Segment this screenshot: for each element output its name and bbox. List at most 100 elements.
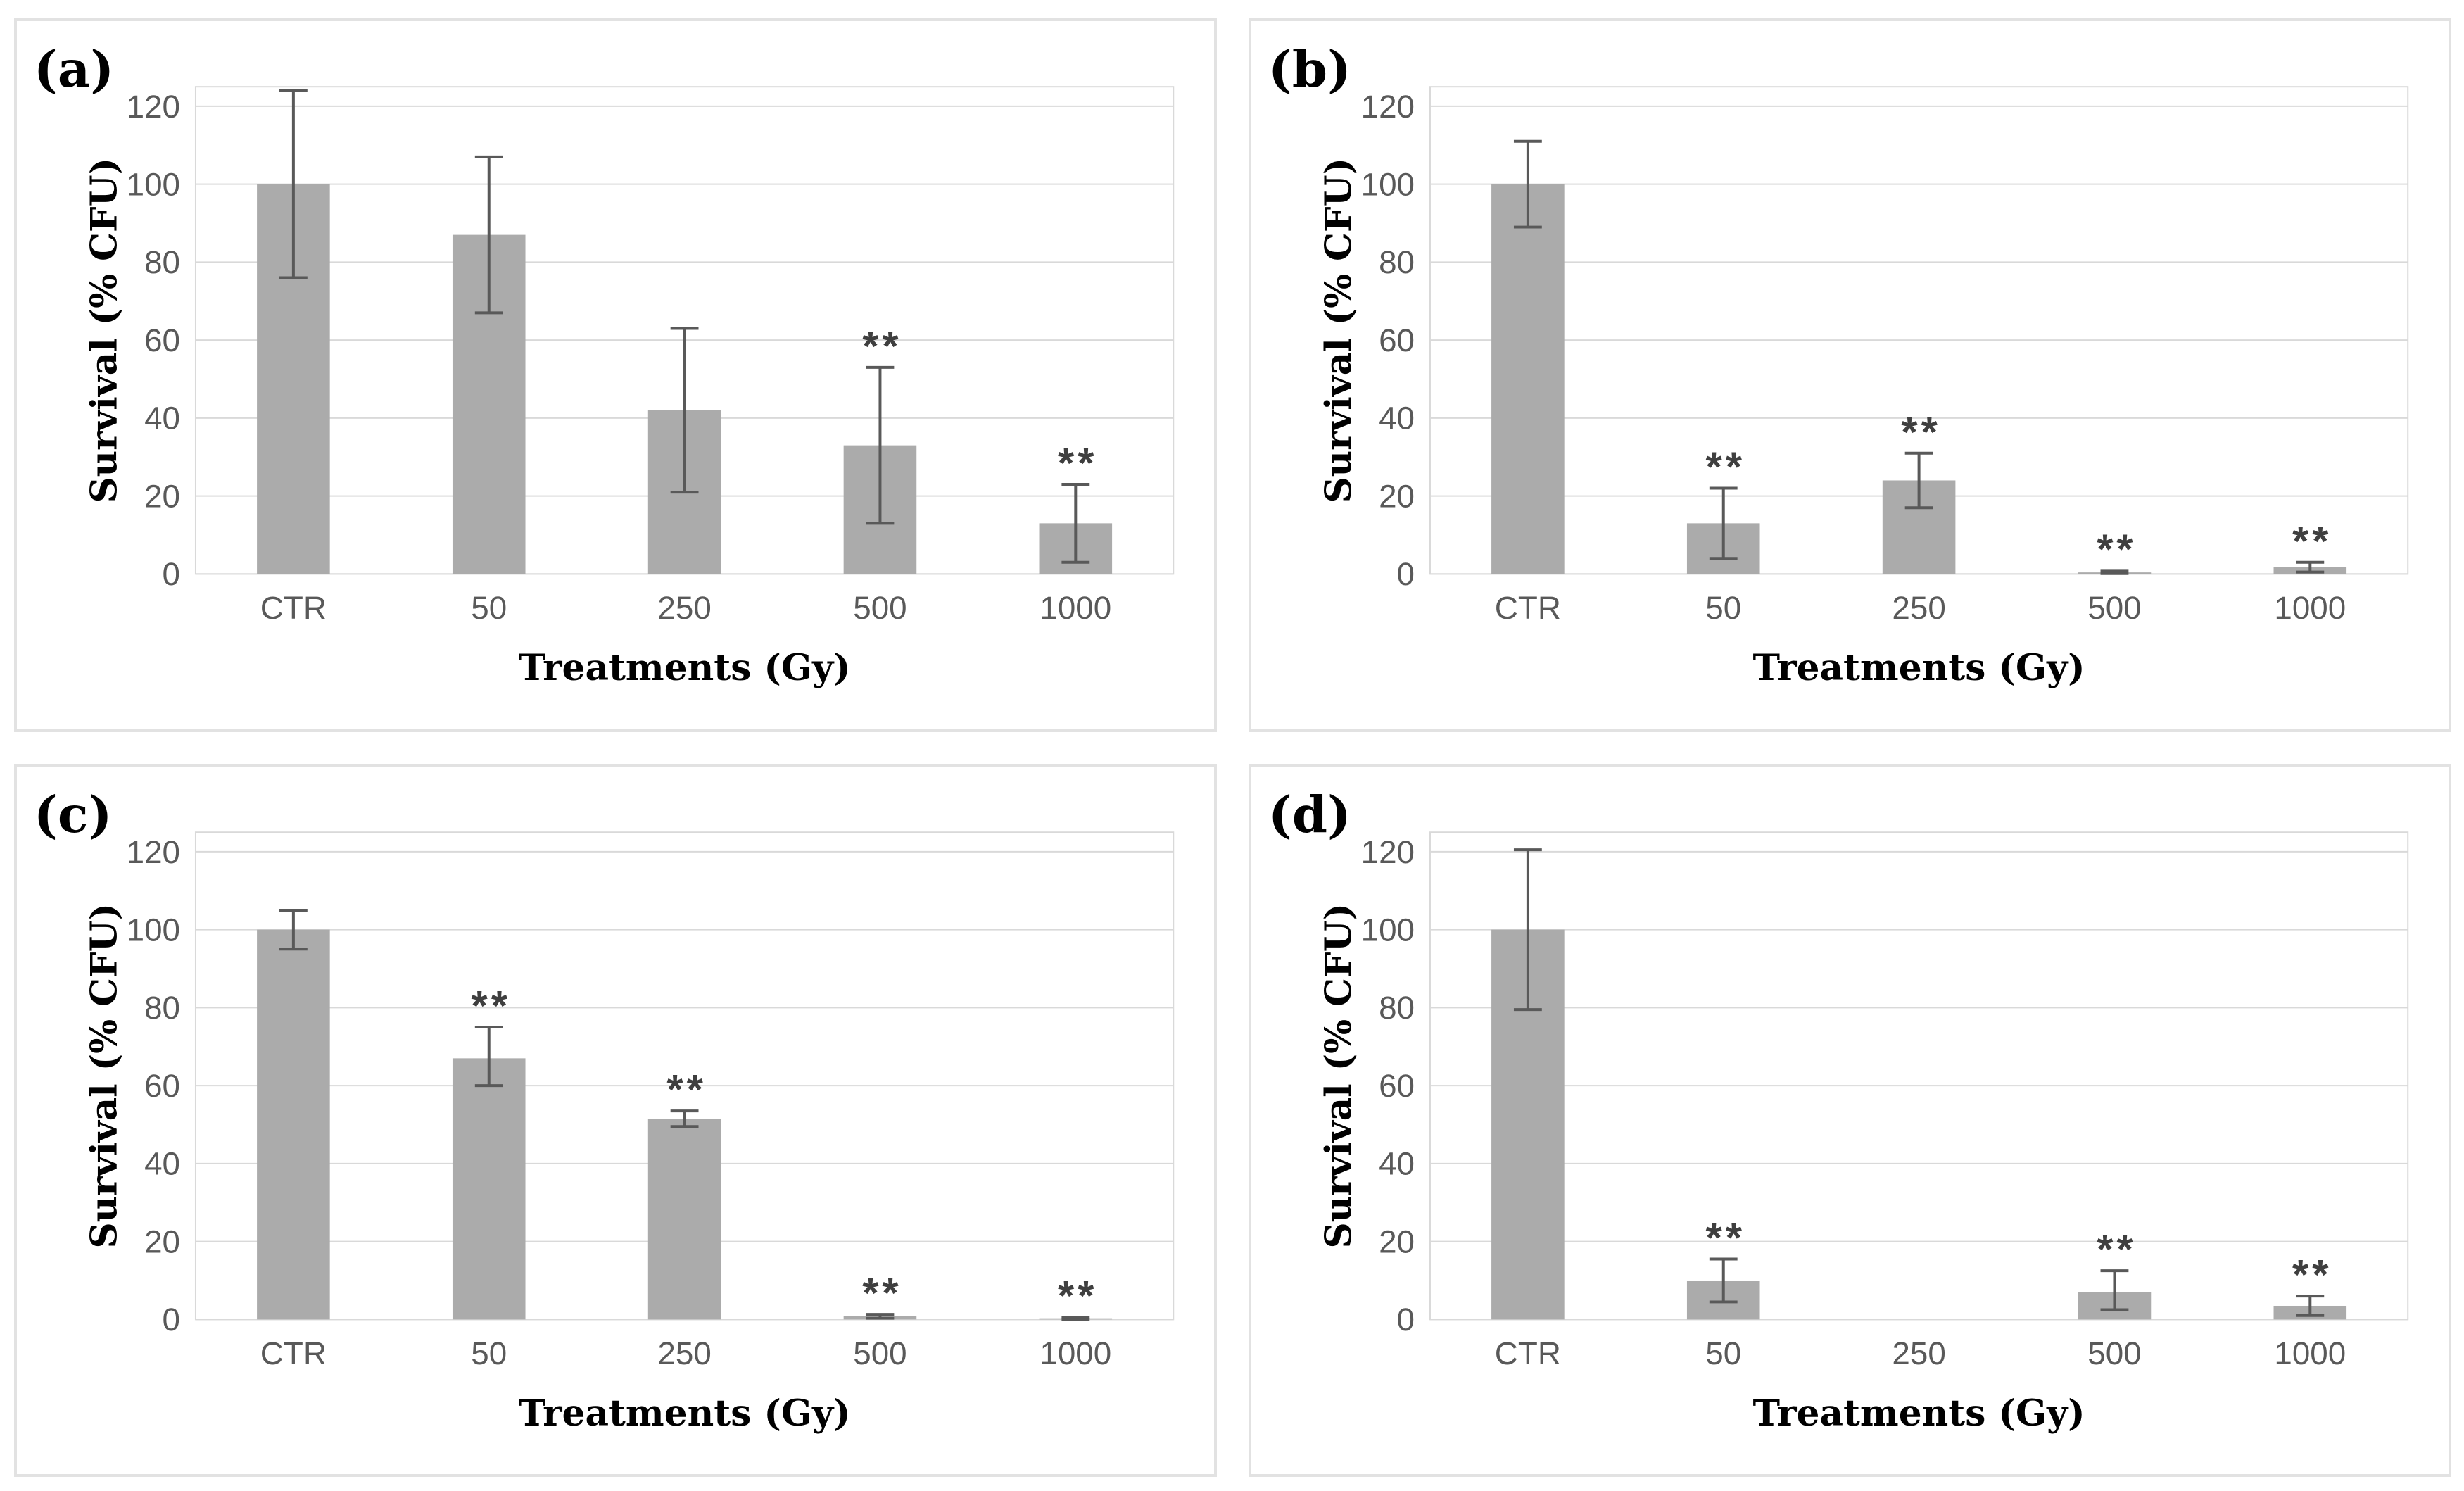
panel-d: CTR ** 50 250 ** 500 ** 1000 0 20 40 60 80 100 120 Trea…	[1249, 763, 2451, 1477]
x-tick-label: CTR	[260, 590, 327, 626]
y-tick-label: 20	[144, 1223, 180, 1259]
y-tick-label: 100	[1361, 912, 1415, 948]
x-axis-title: Treatments (Gy)	[519, 646, 851, 689]
y-tick-label: 60	[144, 1068, 180, 1104]
x-tick-label: 1000	[2274, 590, 2346, 626]
y-tick-label: 40	[1379, 401, 1415, 436]
x-tick-label: 50	[471, 590, 507, 626]
y-tick-label: 80	[144, 990, 180, 1026]
y-tick-label: 100	[127, 912, 180, 948]
significance-marker: **	[1901, 408, 1940, 455]
error-bar	[1513, 139, 1542, 229]
error-bar	[670, 1109, 699, 1128]
y-tick-label: 80	[1379, 244, 1415, 280]
x-tick-label: 250	[1892, 1335, 1945, 1371]
error-bar	[1709, 486, 1738, 560]
x-axis-title: Treatments (Gy)	[1753, 1392, 2085, 1435]
significance-marker: **	[2097, 526, 2136, 573]
significance-marker: **	[862, 322, 902, 370]
x-tick-label: CTR	[1495, 590, 1561, 626]
error-bar	[866, 1312, 895, 1320]
y-tick-label: 0	[1397, 556, 1415, 592]
x-tick-label: CTR	[260, 1335, 327, 1371]
y-tick-label: 120	[127, 833, 180, 869]
error-bar	[279, 908, 308, 950]
error-bar	[1061, 483, 1090, 564]
x-tick-label: 500	[853, 1335, 906, 1371]
error-bar	[1061, 1315, 1090, 1321]
y-tick-label: 60	[144, 322, 180, 358]
y-tick-label: 120	[1361, 833, 1415, 869]
bar-chart: CTR ** 50 250 ** 500 ** 1000 0 20 40 60 80 100 120 Trea…	[1268, 785, 2409, 1435]
x-tick-label: 1000	[1040, 1335, 1111, 1371]
panel-c: CTR ** 50 ** 250 ** 500 ** 1000 0 20 40 60 80 100 120 Tr…	[14, 763, 1217, 1477]
y-tick-label: 20	[144, 479, 180, 515]
y-tick-label: 80	[1379, 990, 1415, 1026]
y-axis-title: Survival (% CFU)	[1317, 903, 1360, 1249]
significance-marker: **	[2292, 517, 2332, 565]
significance-marker: **	[471, 982, 510, 1029]
y-axis-title: Survival (% CFU)	[82, 158, 125, 503]
y-tick-label: 120	[127, 89, 180, 125]
x-tick-label: 500	[2087, 590, 2141, 626]
error-bar	[1513, 848, 1542, 1011]
bar	[1491, 184, 1565, 574]
x-tick-label: 250	[1892, 590, 1945, 626]
panel-letter: (d)	[1268, 785, 1351, 844]
x-tick-label: 1000	[1040, 590, 1111, 626]
x-tick-label: 1000	[2274, 1335, 2346, 1371]
error-bar	[1709, 1257, 1738, 1303]
y-tick-label: 100	[1361, 167, 1415, 203]
x-tick-label: 500	[853, 590, 906, 626]
y-tick-label: 100	[127, 167, 180, 203]
bar	[257, 929, 330, 1319]
error-bar	[2296, 1294, 2325, 1317]
panel-letter: (b)	[1268, 39, 1351, 99]
plot-area	[1429, 831, 2409, 1320]
significance-marker: **	[1705, 443, 1745, 491]
error-bar	[670, 327, 699, 494]
error-bar	[279, 89, 308, 279]
y-tick-label: 120	[1361, 89, 1415, 125]
panel-b: CTR ** 50 ** 250 ** 500 ** 1000 0 20 40 60 80 100 120 Tr…	[1249, 18, 2451, 732]
significance-marker: **	[2292, 1251, 2332, 1298]
significance-marker: **	[666, 1066, 706, 1113]
significance-marker: **	[862, 1269, 902, 1316]
x-tick-label: 250	[657, 1335, 711, 1371]
y-tick-label: 80	[144, 244, 180, 280]
chart-d: CTR ** 50 250 ** 500 ** 1000 0 20 40 60 80 100 120 Trea…	[1251, 767, 2449, 1475]
y-tick-label: 20	[1379, 1223, 1415, 1259]
x-tick-label: 50	[471, 1335, 507, 1371]
significance-marker: **	[2097, 1226, 2136, 1273]
x-axis-title: Treatments (Gy)	[519, 1392, 851, 1435]
y-tick-label: 60	[1379, 322, 1415, 358]
y-axis-title: Survival (% CFU)	[1317, 158, 1360, 503]
y-tick-label: 40	[144, 401, 180, 436]
error-bar	[2296, 560, 2325, 574]
y-tick-label: 40	[1379, 1145, 1415, 1181]
chart-a: CTR 50 250 ** 500 ** 1000 0 20 40 60 80 100 120 Treatm…	[17, 21, 1214, 729]
panel-a: CTR 50 250 ** 500 ** 1000 0 20 40 60 80 100 120 Treatm…	[14, 18, 1217, 732]
error-bar	[866, 365, 895, 525]
y-axis-title: Survival (% CFU)	[82, 903, 125, 1249]
significance-marker: **	[1058, 1272, 1097, 1319]
y-tick-label: 20	[1379, 479, 1415, 515]
significance-marker: **	[1058, 439, 1097, 486]
panel-letter: (c)	[34, 785, 113, 844]
bar	[647, 1118, 721, 1319]
significance-marker: **	[1705, 1214, 1745, 1261]
error-bar	[2100, 569, 2129, 575]
y-tick-label: 0	[1397, 1302, 1415, 1338]
error-bar	[474, 155, 503, 315]
y-tick-label: 0	[163, 1302, 180, 1338]
x-tick-label: 50	[1705, 1335, 1741, 1371]
bar-chart: CTR ** 50 ** 250 ** 500 ** 1000 0 20 40 60 80 100 120 Tr…	[34, 785, 1175, 1435]
error-bar	[2100, 1269, 2129, 1311]
bar	[452, 1057, 526, 1319]
panel-letter: (a)	[34, 39, 114, 99]
x-tick-label: 500	[2087, 1335, 2141, 1371]
bar-chart: CTR 50 250 ** 500 ** 1000 0 20 40 60 80 100 120 Treatm…	[34, 39, 1175, 689]
x-tick-label: CTR	[1495, 1335, 1561, 1371]
x-tick-label: 250	[657, 590, 711, 626]
error-bar	[1904, 451, 1933, 510]
